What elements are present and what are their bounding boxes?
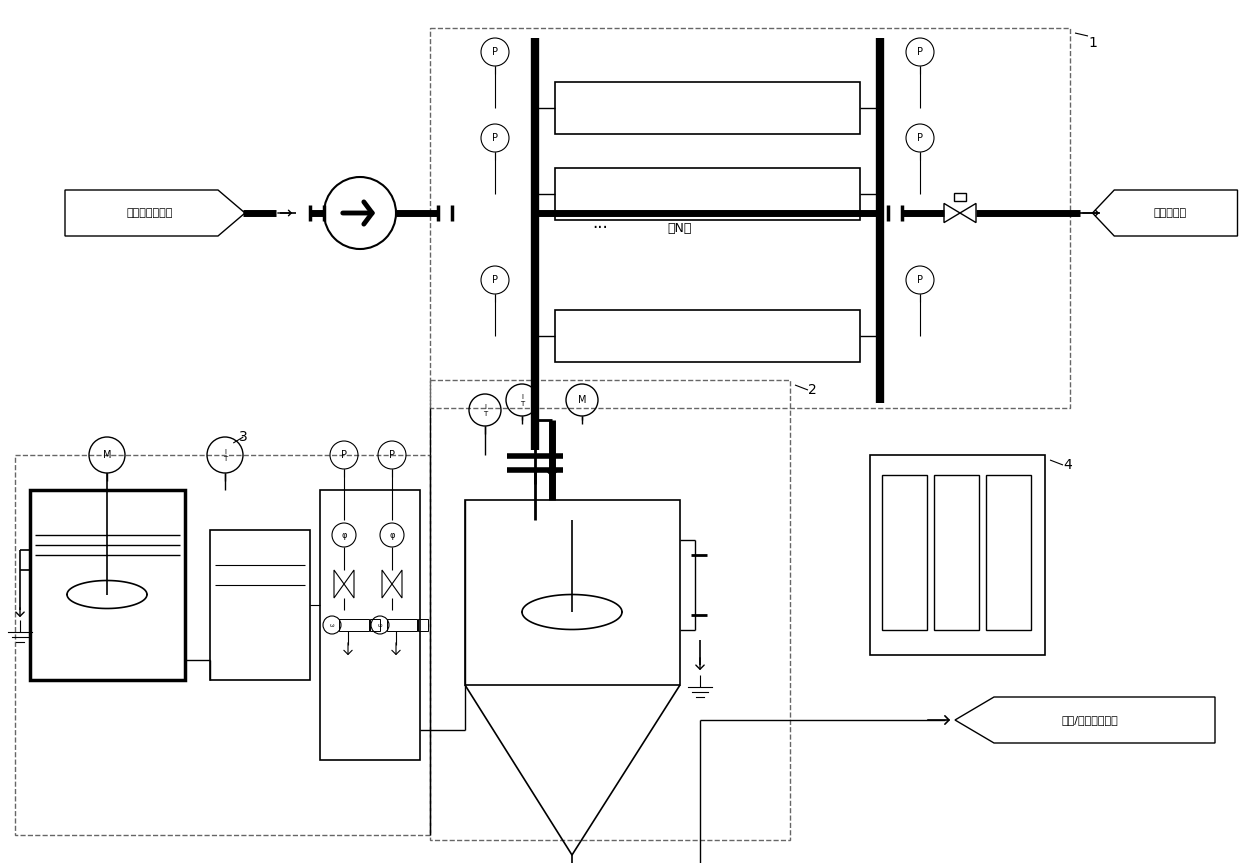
Text: 4: 4	[1063, 458, 1071, 472]
Text: P: P	[389, 450, 396, 460]
Text: M: M	[578, 395, 587, 405]
Polygon shape	[382, 570, 392, 598]
Text: P: P	[918, 47, 923, 57]
Polygon shape	[392, 570, 402, 598]
Text: 水生产系统: 水生产系统	[1153, 208, 1187, 218]
Text: 3: 3	[239, 430, 248, 444]
Text: 1: 1	[1087, 36, 1097, 50]
Text: P: P	[341, 450, 347, 460]
Text: ···: ···	[593, 219, 608, 237]
Polygon shape	[960, 204, 976, 223]
Text: P: P	[918, 275, 923, 285]
Text: M: M	[103, 450, 112, 460]
Text: P: P	[492, 133, 498, 143]
Text: 2: 2	[808, 383, 817, 397]
Polygon shape	[334, 570, 343, 598]
Text: I
T: I T	[223, 449, 227, 462]
Text: P: P	[492, 47, 498, 57]
Text: I
T: I T	[482, 404, 487, 417]
Text: φ: φ	[389, 531, 394, 539]
Polygon shape	[343, 570, 353, 598]
Text: ω: ω	[330, 622, 335, 627]
Text: 共N组: 共N组	[668, 222, 692, 235]
Text: 排放/废水处理系统: 排放/废水处理系统	[1061, 715, 1118, 725]
Text: ω: ω	[378, 622, 382, 627]
Polygon shape	[944, 204, 960, 223]
Text: 水生产系统来水: 水生产系统来水	[126, 208, 174, 218]
Text: I
T: I T	[520, 394, 525, 406]
Text: P: P	[492, 275, 498, 285]
Text: P: P	[918, 133, 923, 143]
Text: φ: φ	[341, 531, 347, 539]
